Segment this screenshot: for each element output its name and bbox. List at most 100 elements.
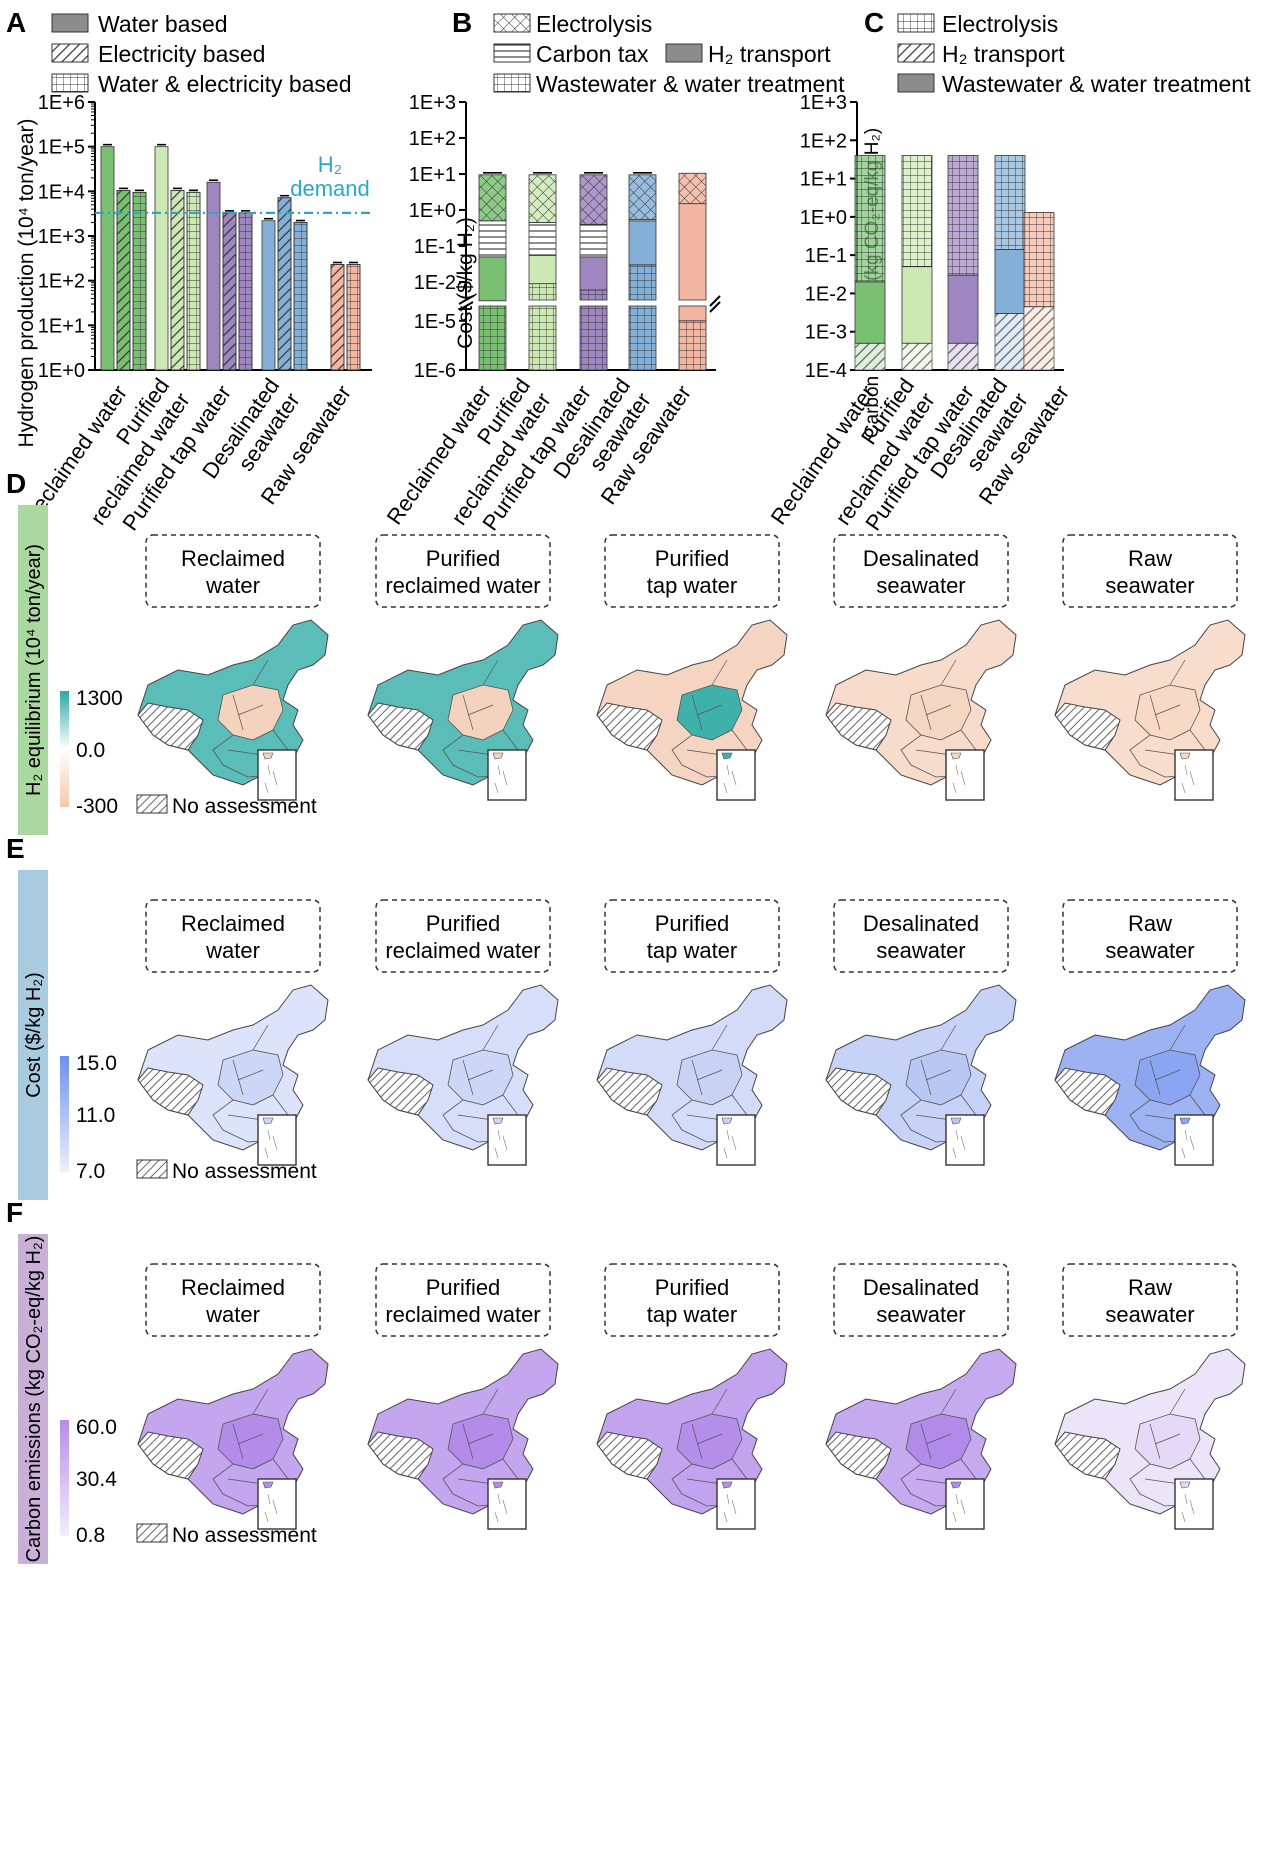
y-tick-label-c: 1E+2 <box>800 130 847 152</box>
map-title-box <box>145 534 321 608</box>
inset-islands <box>264 1129 278 1159</box>
side-band <box>18 1234 48 1564</box>
y-tick-label-c: 1E-2 <box>805 283 847 305</box>
legend-label-both: Water & electricity based <box>98 71 352 97</box>
bar-a-pattern <box>277 197 292 371</box>
inset-map-box <box>716 1114 756 1166</box>
no-assessment-region <box>367 1431 434 1480</box>
y-tick-label-b: 1E+1 <box>409 164 456 186</box>
legend-swatch-electrolysis-c <box>897 13 935 33</box>
map-title: water <box>205 573 260 598</box>
bar-c-seg <box>901 266 933 344</box>
map-title-box <box>604 1263 780 1337</box>
map-title: Purified <box>655 546 730 571</box>
province-borders <box>915 1024 957 1121</box>
bar-a-pattern <box>186 191 201 371</box>
inset-islands <box>723 764 737 794</box>
inset-map <box>721 1481 733 1489</box>
bar-a-pattern <box>330 264 345 371</box>
bar-a-pattern <box>293 222 308 371</box>
y-tick-label-c: 1E-4 <box>805 360 847 382</box>
inset-map-box <box>945 1114 985 1166</box>
bar-a <box>206 181 221 371</box>
inset-map <box>492 752 504 760</box>
scale-min-label: 7.0 <box>76 1160 105 1183</box>
y-tick-label-c: 1E-3 <box>805 322 847 344</box>
axis-break-b <box>709 301 721 313</box>
bar-c-seg <box>854 342 886 371</box>
no-assessment-region <box>825 702 892 751</box>
inset-map-box <box>257 1114 297 1166</box>
map-title: Raw <box>1128 546 1172 571</box>
inset-islands <box>723 1129 737 1159</box>
legend-label-transport-c: H₂ transport <box>942 41 1065 67</box>
bar-b-seg <box>579 256 608 291</box>
inset-map-box <box>945 1478 985 1530</box>
map-rows: D H₂ equilibrium (10⁴ ton/year) 1300 0.0 -30… <box>6 468 1246 1564</box>
scale-mid-label: 0.0 <box>76 739 105 762</box>
inset-islands <box>1181 764 1195 794</box>
scale-min-label: -300 <box>76 795 118 818</box>
bar-c-seg <box>901 155 933 268</box>
legend-label-treatment-c: Wastewater & water treatment <box>942 71 1251 97</box>
inset-map-box <box>487 749 527 801</box>
y-tick-label-c: 1E+1 <box>800 169 847 191</box>
province-borders <box>227 659 269 756</box>
china-map <box>367 984 559 1166</box>
y-tick-label-b: 1E+2 <box>409 128 456 150</box>
province-borders <box>915 659 957 756</box>
no-assessment-region <box>825 1431 892 1480</box>
inset-map-box <box>1174 1114 1214 1166</box>
no-assessment-region <box>367 702 434 751</box>
no-assessment-region <box>367 1067 434 1116</box>
inset-map <box>492 1117 504 1125</box>
legend-label-electrolysis-c: Electrolysis <box>942 11 1058 37</box>
map-title-box <box>375 899 551 973</box>
map-title-box <box>833 1263 1009 1337</box>
province-borders <box>686 1024 728 1121</box>
inset-map <box>262 1117 274 1125</box>
panel-letter-a: A <box>6 7 26 38</box>
map-title-box <box>1062 534 1238 608</box>
axis-break-b <box>709 295 721 307</box>
bar-a-pattern <box>346 264 361 371</box>
province-borders <box>1144 659 1186 756</box>
inset-map-box <box>487 1114 527 1166</box>
chart-b: 1E-2 1E-1 1E+0 1E+1 1E+2 1E+3 1E-6 1E-5 <box>409 92 721 382</box>
panel-letter-b: B <box>452 7 472 38</box>
scale-max-label: 15.0 <box>76 1052 117 1075</box>
map-title: Raw <box>1128 1275 1172 1300</box>
side-band <box>18 505 48 835</box>
province-borders <box>227 1024 269 1121</box>
scale-mid-label: 30.4 <box>76 1468 117 1491</box>
map-title: water <box>205 1302 260 1327</box>
color-scale <box>60 1056 69 1172</box>
y-tick-label-a: 1E+6 <box>38 92 85 114</box>
map-title: tap water <box>647 1302 738 1327</box>
map-title: Raw <box>1128 911 1172 936</box>
china-map <box>596 619 788 801</box>
no-assessment-swatch <box>136 1523 168 1543</box>
map-title-box <box>1062 1263 1238 1337</box>
bar-c-seg <box>948 343 978 370</box>
legend-label-water: Water based <box>98 11 228 37</box>
panel-letter-f: F <box>6 1197 23 1228</box>
no-assessment-swatch <box>136 1159 168 1179</box>
inset-map <box>262 752 274 760</box>
inset-islands <box>723 1493 737 1523</box>
legend-swatch-both <box>51 73 89 93</box>
bar-c-seg <box>1024 306 1054 370</box>
bar-c-seg <box>994 249 1026 314</box>
side-label: Carbon emissions (kg CO₂-eq/kg H₂) <box>23 1236 45 1563</box>
bar-b-seg <box>628 174 657 220</box>
map-title: seawater <box>876 1302 965 1327</box>
map-title: reclaimed water <box>385 1302 540 1327</box>
no-assessment-region <box>137 1067 204 1116</box>
map-title-box <box>604 899 780 973</box>
y-tick-label-b: 1E-5 <box>414 311 456 333</box>
inset-map-box <box>257 749 297 801</box>
bar-b-seg <box>528 305 557 371</box>
map-title: Desalinated <box>863 546 979 571</box>
